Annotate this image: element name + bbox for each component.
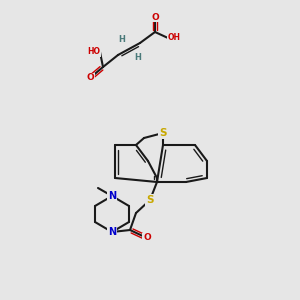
Text: O: O xyxy=(151,13,159,22)
Text: HO: HO xyxy=(87,47,100,56)
Text: H: H xyxy=(135,53,141,62)
Text: OH: OH xyxy=(168,34,181,43)
Text: N: N xyxy=(108,227,116,237)
Text: O: O xyxy=(86,74,94,82)
Text: N: N xyxy=(108,191,116,201)
Text: S: S xyxy=(159,128,167,138)
Text: S: S xyxy=(146,195,154,205)
Text: O: O xyxy=(143,233,151,242)
Text: H: H xyxy=(118,35,125,44)
